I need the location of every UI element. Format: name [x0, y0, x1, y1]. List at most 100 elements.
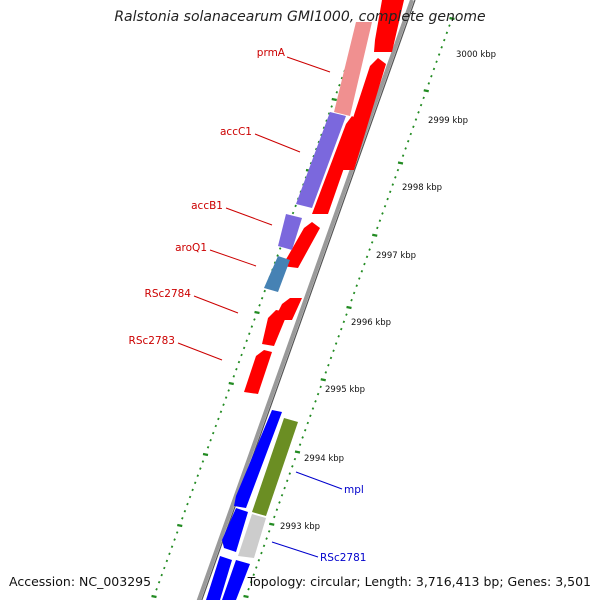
gene-arrow-blue[interactable] — [234, 410, 282, 508]
ruler-minor-tick — [330, 105, 333, 108]
ruler-minor-tick — [278, 247, 282, 250]
ruler-major-tick — [372, 233, 378, 237]
ruler-minor-tick — [338, 83, 341, 87]
kbp-label: 2998 kbp — [402, 183, 442, 193]
gene-label-aroQ1[interactable]: aroQ1 — [175, 242, 207, 254]
leader-mpl — [295, 471, 343, 490]
kbp-label: 2997 kbp — [376, 251, 416, 261]
ruler-minor-tick — [435, 60, 438, 64]
ruler-minor-tick — [319, 385, 322, 389]
ruler-major-tick — [151, 594, 157, 599]
ruler-major-tick — [228, 381, 234, 386]
ruler-minor-tick — [337, 335, 340, 338]
gene-box-steel[interactable] — [264, 256, 290, 292]
ruler-major-tick — [294, 450, 301, 454]
gene-arrow-blue[interactable] — [206, 556, 232, 600]
ruler-minor-tick — [391, 183, 395, 186]
ruler-minor-tick — [278, 501, 281, 504]
gene-arrow-blue[interactable] — [222, 508, 248, 552]
ruler-minor-tick — [248, 332, 251, 335]
gene-label-prmA[interactable]: prmA — [257, 47, 286, 59]
ruler-minor-tick — [191, 488, 194, 492]
gene-box-grey[interactable] — [238, 514, 266, 558]
forward-gene-track — [244, 0, 404, 394]
ruler-minor-tick — [386, 197, 389, 201]
ruler-minor-tick — [227, 389, 230, 392]
ruler-minor-tick — [163, 566, 166, 570]
gene-label-mpl[interactable]: mpl — [344, 484, 364, 496]
ruler-minor-tick — [437, 53, 441, 56]
ruler-minor-tick — [242, 346, 246, 350]
ruler-minor-tick — [262, 544, 266, 548]
cog-gene-track — [238, 22, 372, 558]
gene-label-RSc2781[interactable]: RSc2781 — [320, 552, 366, 564]
gene-arrow[interactable] — [282, 222, 320, 268]
ruler-minor-tick — [199, 467, 202, 470]
ruler-minor-tick — [263, 289, 266, 293]
ruler-minor-tick — [249, 580, 253, 584]
ruler-minor-tick — [258, 304, 261, 307]
ruler-minor-tick — [417, 111, 420, 114]
gene-arrow-blue[interactable] — [222, 560, 250, 600]
ruler-minor-tick — [237, 360, 241, 364]
gene-label-accB1[interactable]: accB1 — [191, 200, 223, 212]
ruler-minor-tick — [394, 176, 397, 179]
kbp-label: 3000 kbp — [456, 50, 496, 60]
leader-RSc2781 — [271, 541, 319, 558]
gene-label-accC1[interactable]: accC1 — [220, 126, 252, 138]
gene-box-purple[interactable] — [296, 112, 346, 208]
ruler-minor-tick — [224, 396, 228, 399]
ruler-major-tick — [423, 89, 429, 93]
ruler-minor-tick — [217, 417, 220, 421]
right-ruler — [243, 16, 455, 599]
ruler-minor-tick — [252, 573, 255, 577]
gene-box-olive[interactable] — [252, 418, 298, 516]
ruler-minor-tick — [409, 132, 413, 136]
ruler-minor-tick — [193, 481, 197, 485]
ruler-minor-tick — [432, 67, 436, 71]
ruler-minor-tick — [276, 254, 279, 257]
gene-label-RSc2784[interactable]: RSc2784 — [145, 288, 192, 300]
ruler-minor-tick — [222, 403, 225, 406]
ruler-minor-tick — [396, 168, 400, 172]
ruler-minor-tick — [206, 446, 210, 449]
ruler-minor-tick — [247, 587, 250, 591]
ruler-minor-tick — [165, 559, 169, 563]
gene-box-purple-small[interactable] — [278, 214, 302, 250]
ruler-minor-tick — [355, 284, 358, 288]
kbp-labels: 3000 kbp 2999 kbp 2998 kbp 2997 kbp 2996… — [280, 50, 496, 532]
ruler-minor-tick — [365, 255, 369, 259]
ruler-minor-tick — [232, 375, 236, 378]
ruler-minor-tick — [291, 211, 295, 215]
gene-label-RSc2783[interactable]: RSc2783 — [129, 335, 175, 347]
ruler-minor-tick — [214, 424, 218, 428]
ruler-minor-tick — [445, 31, 449, 35]
ruler-minor-tick — [448, 24, 451, 27]
ruler-minor-tick — [329, 356, 333, 360]
gene-arrow[interactable] — [262, 310, 288, 346]
leader-accB1 — [225, 207, 273, 226]
ruler-minor-tick — [335, 91, 339, 94]
ruler-major-tick — [254, 310, 260, 315]
ruler-minor-tick — [440, 46, 443, 49]
ruler-minor-tick — [358, 277, 361, 280]
ruler-major-tick — [202, 452, 209, 457]
gene-arrow[interactable] — [312, 116, 360, 214]
ruler-minor-tick — [324, 371, 328, 374]
ruler-minor-tick — [255, 566, 258, 569]
ruler-minor-tick — [419, 103, 423, 107]
ruler-minor-tick — [188, 495, 192, 499]
ruler-minor-tick — [316, 392, 320, 396]
ruler-minor-tick — [157, 580, 161, 584]
leader-prmA — [286, 56, 331, 73]
genome-backbone — [196, 0, 414, 600]
ruler-minor-tick — [196, 474, 200, 477]
ruler-major-tick — [397, 161, 404, 165]
gene-arrow[interactable] — [244, 350, 272, 394]
ruler-major-tick — [269, 522, 275, 526]
ruler-minor-tick — [334, 342, 338, 345]
gene-arrow[interactable] — [374, 0, 404, 52]
gene-box-light-red[interactable] — [334, 22, 372, 116]
ruler-minor-tick — [309, 414, 312, 418]
ruler-minor-tick — [306, 421, 310, 425]
